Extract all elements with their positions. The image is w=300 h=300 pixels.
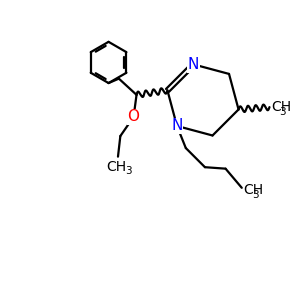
Text: N: N [188, 57, 199, 72]
Text: 3: 3 [125, 166, 132, 176]
Text: CH: CH [243, 183, 263, 197]
Text: 3: 3 [280, 107, 286, 117]
Text: CH: CH [271, 100, 291, 114]
Text: 3: 3 [252, 190, 259, 200]
Text: N: N [171, 118, 183, 134]
Text: O: O [128, 110, 140, 124]
Text: CH: CH [106, 160, 127, 174]
